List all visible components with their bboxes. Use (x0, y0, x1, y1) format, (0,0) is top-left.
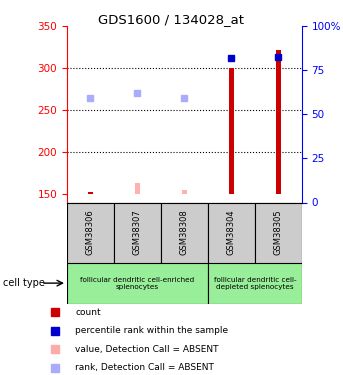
Bar (67, 262, 208, 304)
Bar (208, 202, 255, 262)
Text: percentile rank within the sample: percentile rank within the sample (75, 326, 228, 335)
Text: rank, Detection Call = ABSENT: rank, Detection Call = ABSENT (75, 363, 214, 372)
Bar (275, 50, 281, 194)
Bar (208, 262, 302, 304)
Text: follicular dendritic cell-enriched
splenocytes: follicular dendritic cell-enriched splen… (80, 277, 194, 290)
Text: follicular dendritic cell-
depleted splenocytes: follicular dendritic cell- depleted sple… (214, 277, 296, 290)
Bar (161, 202, 208, 262)
Text: GSM38307: GSM38307 (133, 210, 142, 255)
Text: GSM38306: GSM38306 (86, 210, 95, 255)
Bar (255, 202, 302, 262)
Bar (114, 202, 161, 262)
Bar (67, 202, 114, 262)
Text: GSM38304: GSM38304 (227, 210, 236, 255)
Text: GSM38308: GSM38308 (180, 210, 189, 255)
Bar (134, 192, 140, 194)
Bar (134, 183, 140, 194)
Bar (181, 192, 187, 194)
Text: count: count (75, 308, 101, 317)
Bar (181, 190, 187, 194)
Text: cell type: cell type (3, 278, 45, 288)
Text: value, Detection Call = ABSENT: value, Detection Call = ABSENT (75, 345, 219, 354)
Bar (87, 192, 93, 194)
Text: GSM38305: GSM38305 (274, 210, 283, 255)
Text: GDS1600 / 134028_at: GDS1600 / 134028_at (98, 13, 245, 26)
Bar (228, 68, 234, 194)
